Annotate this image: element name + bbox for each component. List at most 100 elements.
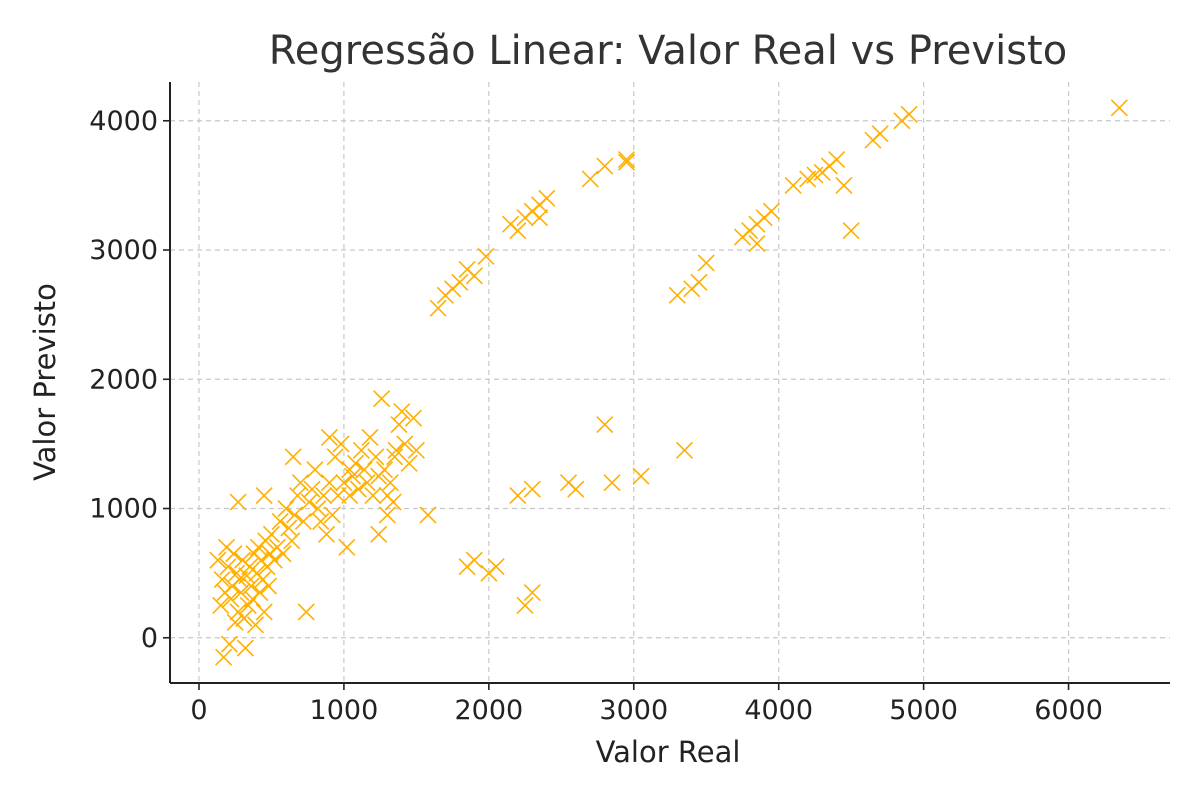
data-point: [784, 176, 802, 194]
data-point: [596, 415, 614, 434]
data-point: [871, 125, 889, 143]
data-point: [842, 222, 860, 240]
data-point: [835, 176, 853, 194]
data-point: [465, 551, 483, 569]
data-point: [538, 189, 556, 207]
data-point: [444, 280, 462, 298]
data-point: [236, 639, 254, 657]
data-point: [271, 512, 289, 531]
data-point: [373, 390, 391, 408]
x-tick-label: 5000: [889, 695, 958, 726]
data-point: [251, 583, 269, 602]
data-point: [358, 474, 376, 492]
x-tick-label: 4000: [744, 695, 813, 726]
data-point: [393, 403, 411, 421]
data-point: [235, 609, 253, 627]
x-tick-label: 1000: [310, 695, 379, 726]
data-point: [762, 202, 781, 220]
x-tick-label: 2000: [454, 695, 523, 726]
data-point: [352, 441, 370, 459]
data-point: [390, 415, 408, 434]
data-point: [228, 564, 246, 582]
data-point: [375, 461, 394, 479]
data-point: [367, 448, 385, 466]
data-point: [232, 583, 250, 602]
data-point: [509, 487, 527, 505]
data-point: [335, 474, 353, 492]
data-point: [407, 441, 425, 459]
data-point: [530, 209, 549, 227]
data-point: [277, 499, 295, 518]
data-point: [315, 487, 333, 505]
data-point: [213, 571, 231, 589]
data-point: [209, 551, 227, 569]
y-axis-label: Valor Previsto: [28, 283, 62, 481]
data-point: [349, 480, 367, 498]
data-point: [596, 157, 614, 175]
data-point: [255, 487, 273, 505]
chart-title: Regressão Linear: Valor Real vs Previsto: [269, 28, 1067, 74]
data-point: [386, 448, 404, 466]
data-point: [294, 512, 312, 531]
data-point: [274, 545, 292, 563]
data-point: [697, 254, 715, 272]
data-point: [320, 428, 338, 446]
x-tick-label: 0: [190, 695, 207, 726]
data-point: [378, 506, 396, 524]
data-point: [220, 635, 238, 653]
ticks: 0 1000 2000 3000 4000 5000 6000 0 1000 2000 3000 40…: [89, 106, 1103, 726]
data-point: [238, 567, 256, 585]
data-point: [617, 150, 636, 169]
y-tick-label: 4000: [89, 106, 158, 137]
data-point: [400, 454, 418, 472]
data-point: [341, 461, 359, 479]
data-point: [255, 603, 273, 621]
data-point: [215, 648, 233, 666]
data-point: [259, 577, 278, 595]
data-point: [378, 487, 396, 505]
data-point: [312, 512, 330, 531]
data-point: [332, 435, 350, 453]
x-axis-label: Valor Real: [596, 735, 741, 769]
x-tick-label: 3000: [599, 695, 668, 726]
data-point: [523, 583, 541, 602]
data-point: [617, 153, 636, 171]
data-point: [675, 441, 694, 459]
data-point: [338, 538, 356, 556]
y-tick-label: 1000: [89, 494, 158, 525]
data-point: [429, 299, 447, 317]
data-point: [246, 616, 265, 634]
data-point: [291, 474, 310, 492]
data-point: [225, 545, 243, 563]
data-point: [303, 480, 321, 498]
data-point: [306, 461, 324, 479]
data-point: [265, 551, 283, 569]
data-point: [632, 467, 650, 485]
data-point: [370, 525, 388, 543]
data-point: [280, 519, 298, 537]
data-points: [209, 99, 1128, 666]
data-point: [668, 286, 686, 304]
data-point: [1110, 99, 1128, 117]
axes: [169, 82, 1170, 684]
data-point: [523, 480, 541, 498]
y-tick-label: 0: [141, 623, 158, 654]
data-point: [516, 596, 534, 615]
y-tick-label: 3000: [89, 235, 158, 266]
data-point: [361, 428, 379, 446]
data-point: [212, 596, 230, 615]
data-point: [286, 506, 304, 524]
x-tick-label: 6000: [1034, 695, 1103, 726]
data-point: [487, 558, 505, 576]
data-point: [477, 247, 495, 266]
data-point: [603, 474, 621, 492]
data-point: [465, 267, 483, 285]
data-point: [419, 506, 437, 524]
data-point: [219, 558, 237, 576]
data-point: [317, 525, 336, 543]
data-point: [323, 506, 341, 524]
data-point: [581, 170, 599, 188]
data-point: [806, 166, 824, 184]
data-point: [283, 532, 301, 550]
data-point: [297, 603, 315, 621]
